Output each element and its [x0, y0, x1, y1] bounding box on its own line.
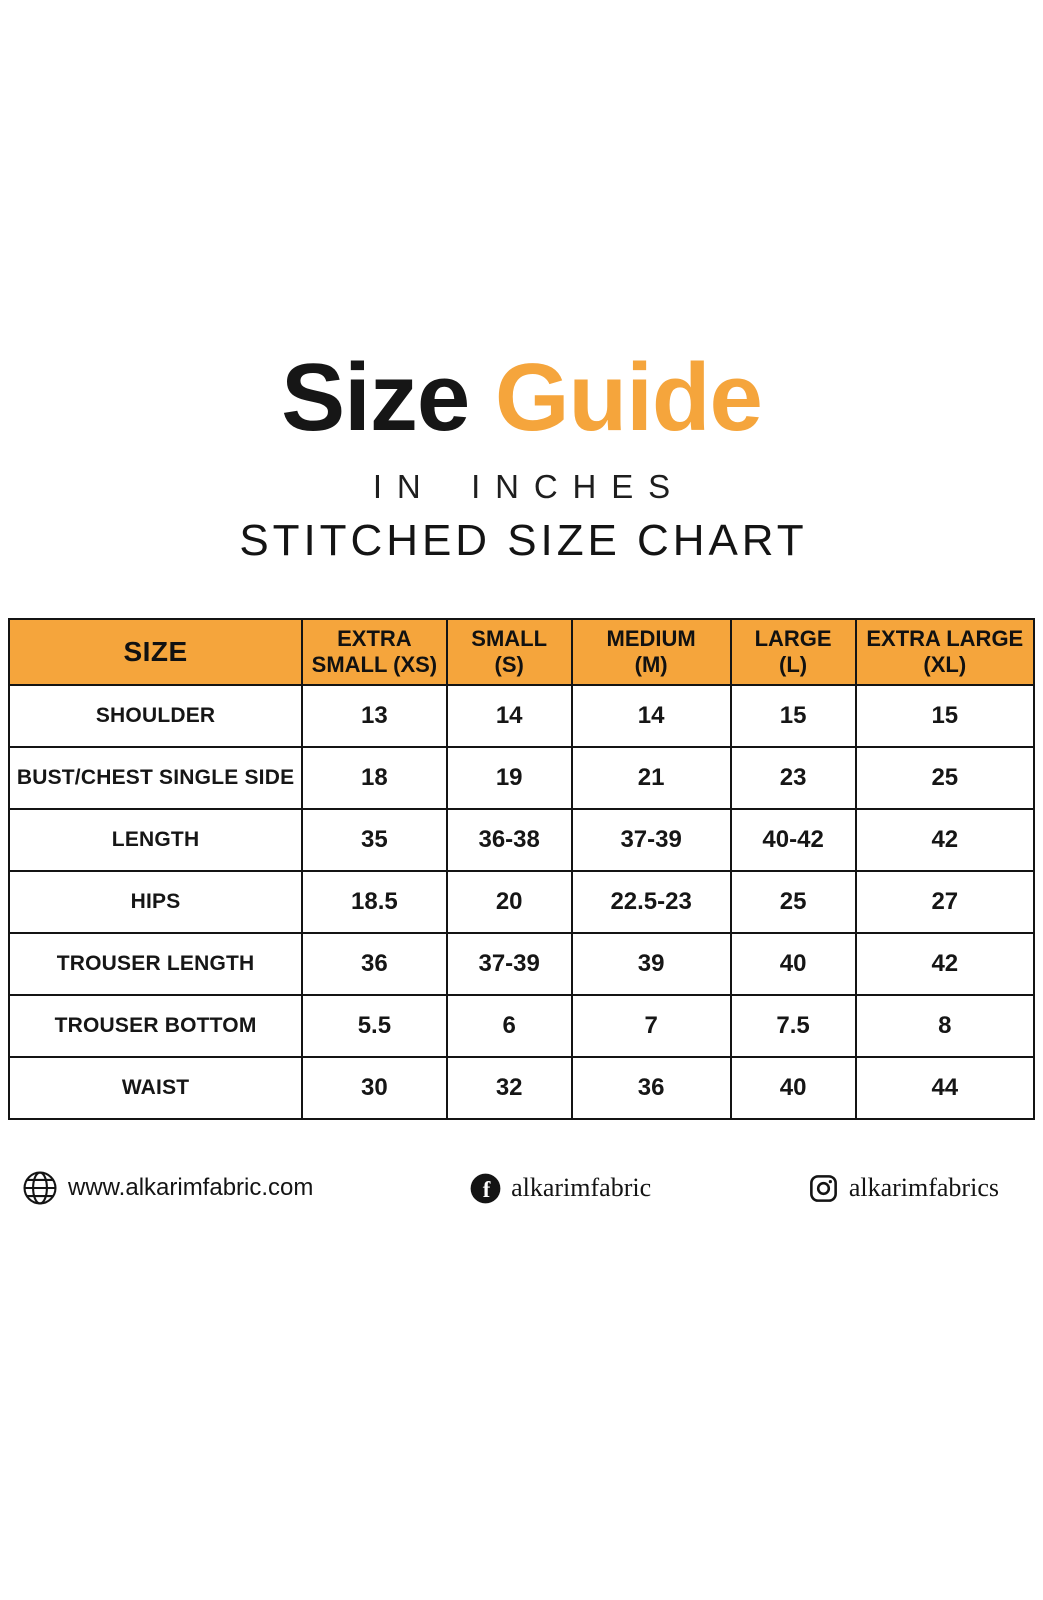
table-row-trouser-bottom: TROUSER BOTTOM 5.5 6 7 7.5 8 — [7, 994, 1036, 1058]
website-url: www.alkarimfabric.com — [68, 1174, 314, 1201]
table-row-bust-chest: BUST/CHEST SINGLE SIDE 18 19 21 23 25 — [7, 746, 1036, 810]
value-cell: 19 — [445, 746, 573, 810]
value-cell: 30 — [301, 1056, 448, 1120]
header-cell-size: SIZE — [7, 618, 304, 686]
value-cell: 36-38 — [445, 808, 573, 872]
header-block: Size Guide IN INCHES STITCHED SIZE CHART — [0, 0, 1043, 566]
table-header-row: SIZE EXTRA SMALL (XS) SMALL (S) MEDIUM (… — [7, 618, 1036, 686]
header-cell-medium: MEDIUM (M) — [570, 618, 732, 686]
footer: www.alkarimfabric.com f alkarimfabric al… — [0, 1170, 1043, 1206]
row-label-cell: SHOULDER — [7, 684, 304, 748]
title-word-size: Size — [281, 344, 470, 451]
value-cell: 13 — [301, 684, 448, 748]
value-cell: 25 — [729, 870, 857, 934]
table-row-trouser-length: TROUSER LENGTH 36 37-39 39 40 42 — [7, 932, 1036, 996]
value-cell: 22.5-23 — [570, 870, 732, 934]
value-cell: 7.5 — [729, 994, 857, 1058]
header-cell-large: LARGE (L) — [729, 618, 857, 686]
value-cell: 42 — [854, 932, 1036, 996]
value-cell: 25 — [854, 746, 1036, 810]
value-cell: 5.5 — [301, 994, 448, 1058]
globe-icon — [22, 1170, 58, 1206]
size-chart-table: SIZE EXTRA SMALL (XS) SMALL (S) MEDIUM (… — [7, 618, 1036, 1120]
value-cell: 14 — [445, 684, 573, 748]
instagram-icon — [808, 1173, 839, 1204]
row-label-cell: HIPS — [7, 870, 304, 934]
value-cell: 20 — [445, 870, 573, 934]
row-label-cell: BUST/CHEST SINGLE SIDE — [7, 746, 304, 810]
facebook-handle: alkarimfabric — [511, 1173, 652, 1202]
value-cell: 14 — [570, 684, 732, 748]
value-cell: 18 — [301, 746, 448, 810]
header-cell-extra-small: EXTRA SMALL (XS) — [301, 618, 448, 686]
title-word-guide: Guide — [494, 344, 763, 451]
instagram-item: alkarimfabrics — [808, 1173, 999, 1204]
table-row-hips: HIPS 18.5 20 22.5-23 25 27 — [7, 870, 1036, 934]
subtitle-in-inches: IN INCHES — [372, 468, 685, 505]
row-label-cell: WAIST — [7, 1056, 304, 1120]
value-cell: 32 — [445, 1056, 573, 1120]
subheading-stitched-size-chart: STITCHED SIZE CHART — [239, 516, 808, 565]
value-cell: 36 — [570, 1056, 732, 1120]
facebook-icon: f — [470, 1173, 501, 1204]
row-label-cell: TROUSER BOTTOM — [7, 994, 304, 1058]
header-cell-extra-large: EXTRA LARGE (XL) — [854, 618, 1036, 686]
value-cell: 40 — [729, 1056, 857, 1120]
value-cell: 23 — [729, 746, 857, 810]
value-cell: 44 — [854, 1056, 1036, 1120]
value-cell: 42 — [854, 808, 1036, 872]
value-cell: 39 — [570, 932, 732, 996]
value-cell: 35 — [301, 808, 448, 872]
value-cell: 7 — [570, 994, 732, 1058]
table-row-waist: WAIST 30 32 36 40 44 — [7, 1056, 1036, 1120]
value-cell: 15 — [854, 684, 1036, 748]
header-cell-small: SMALL (S) — [445, 618, 573, 686]
value-cell: 27 — [854, 870, 1036, 934]
value-cell: 37-39 — [570, 808, 732, 872]
page-title: Size Guide — [0, 350, 1043, 446]
row-label-cell: TROUSER LENGTH — [7, 932, 304, 996]
table-row-length: LENGTH 35 36-38 37-39 40-42 42 — [7, 808, 1036, 872]
value-cell: 37-39 — [445, 932, 573, 996]
value-cell: 18.5 — [301, 870, 448, 934]
table-row-shoulder: SHOULDER 13 14 14 15 15 — [7, 684, 1036, 748]
value-cell: 40-42 — [729, 808, 857, 872]
website-item: www.alkarimfabric.com — [22, 1170, 313, 1206]
value-cell: 6 — [445, 994, 573, 1058]
value-cell: 40 — [729, 932, 857, 996]
svg-text:f: f — [483, 1176, 491, 1201]
facebook-item: f alkarimfabric — [470, 1173, 651, 1204]
value-cell: 8 — [854, 994, 1036, 1058]
value-cell: 21 — [570, 746, 732, 810]
value-cell: 15 — [729, 684, 857, 748]
value-cell: 36 — [301, 932, 448, 996]
instagram-handle: alkarimfabrics — [848, 1173, 999, 1202]
row-label-cell: LENGTH — [7, 808, 304, 872]
